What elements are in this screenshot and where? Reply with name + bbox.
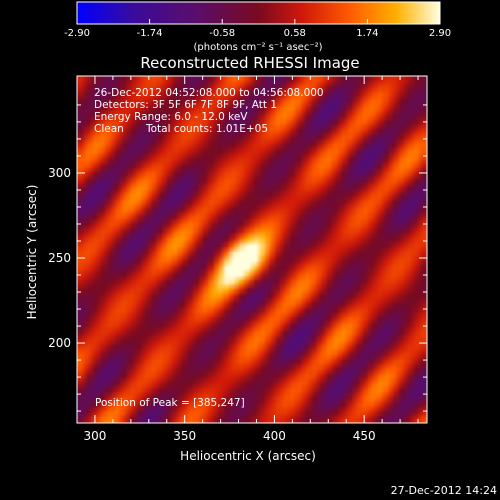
annotation-method: Clean [94, 123, 124, 135]
heatmap-image [77, 76, 427, 423]
annotation-counts: Total counts: 1.01E+05 [146, 123, 269, 135]
colorbar-tick-label: 2.90 [429, 28, 451, 39]
colorbar-units: (photons cm⁻² s⁻¹ asec⁻²) [193, 42, 322, 53]
y-tick-label: 250 [48, 251, 71, 265]
colorbar-ticks: -2.90 -1.74 -0.58 0.58 1.74 2.90 [64, 19, 451, 39]
annotation-peak: Position of Peak = [385,247] [95, 397, 245, 409]
colorbar-tick-label: -0.58 [209, 28, 235, 39]
colorbar-tick-label: -1.74 [137, 28, 163, 39]
y-tick-label: 200 [48, 336, 71, 350]
chart-title: Reconstructed RHESSI Image [140, 54, 359, 72]
y-tick-label: 300 [48, 166, 71, 180]
x-tick-label: 300 [83, 429, 106, 443]
annotation-time-range: 26-Dec-2012 04:52:08.000 to 04:56:08.000 [94, 87, 324, 99]
x-tick-label: 350 [173, 429, 196, 443]
axis-ticks: 300 350 400 450 200 250 300 [48, 76, 427, 443]
plot-frame [76, 75, 428, 424]
colorbar-tick-label: -2.90 [64, 28, 90, 39]
x-tick-label: 450 [353, 429, 376, 443]
colorbar-tick-label: 0.58 [284, 28, 306, 39]
x-axis-label: Heliocentric X (arcsec) [180, 449, 316, 463]
colorbar-tick-label: 1.74 [356, 28, 378, 39]
colorbar [76, 1, 441, 25]
annotation-energy: Energy Range: 6.0 - 12.0 keV [94, 111, 248, 123]
annotation-detectors: Detectors: 3F 5F 6F 7F 8F 9F, Att 1 [94, 99, 278, 111]
x-tick-label: 400 [263, 429, 286, 443]
y-axis-label: Heliocentric Y (arcsec) [25, 185, 39, 320]
footer-date: 27-Dec-2012 14:24 [391, 484, 497, 497]
